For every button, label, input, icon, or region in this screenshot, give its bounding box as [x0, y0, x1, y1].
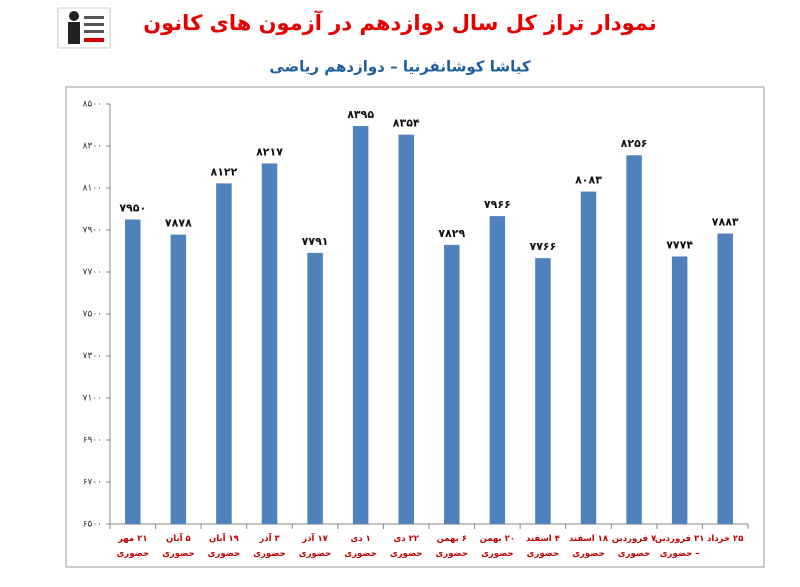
data-label: ۸۳۵۴: [393, 117, 420, 130]
bar: [580, 191, 597, 524]
data-label: ۷۷۶۶: [529, 240, 556, 253]
data-label: ۸۰۸۳: [575, 174, 602, 187]
bar: [626, 155, 642, 525]
data-label: ۸۱۲۲: [210, 165, 237, 178]
x-tick-label: ۳ آذر حضوری: [253, 534, 286, 559]
y-tick-label: ۷۱۰۰: [83, 394, 102, 404]
y-tick-label: ۶۷۰۰: [83, 478, 102, 488]
x-tick-label: ۵ آبان حضوری: [162, 534, 195, 559]
y-tick-label: ۷۷۰۰: [83, 268, 102, 278]
logo: [57, 7, 111, 49]
data-label: ۷۷۹۱: [302, 235, 329, 248]
x-tick-label: ۱۸ اسفند حضوری: [568, 534, 609, 559]
x-tick-label: ۲۱ مهر حضوری: [116, 534, 150, 559]
x-tick-label: ۶ بهمن حضوری: [435, 534, 469, 559]
x-tick-label: ۷ فروردین حضوری: [611, 534, 657, 559]
bar: [489, 216, 506, 524]
y-tick-label: ۷۵۰۰: [83, 310, 102, 320]
x-tick-label: ۳۱ فروردین – حضوری: [654, 534, 705, 559]
chart-frame: [65, 86, 765, 568]
data-label: ۷۹۵۰: [119, 202, 146, 215]
data-label: ۸۲۱۷: [256, 145, 283, 158]
bar: [216, 183, 232, 524]
bar: [125, 219, 141, 524]
y-tick-label: ۸۵۰۰: [83, 100, 102, 110]
data-label: ۷۷۷۴: [666, 238, 693, 251]
x-tick-label: ۱۷ آذر حضوری: [298, 534, 332, 559]
x-tick-label: ۲۵ خرداد: [707, 534, 744, 544]
bar: [671, 256, 688, 524]
data-label: ۷۸۲۹: [438, 227, 465, 240]
data-label: ۸۲۵۶: [621, 137, 648, 150]
bar: [535, 258, 551, 524]
y-tick-label: ۷۳۰۰: [83, 352, 102, 362]
data-label: ۷۹۶۶: [484, 198, 511, 211]
data-label: ۷۸۸۳: [712, 216, 739, 229]
bar: [261, 163, 278, 524]
x-tick-label: ۱ دی حضوری: [344, 534, 377, 559]
bar: [170, 234, 187, 524]
y-tick-label: ۸۱۰۰: [83, 184, 102, 194]
bar: [398, 134, 414, 524]
x-tick-label: ۱۹ آبان حضوری: [207, 534, 241, 559]
bar: [717, 233, 733, 524]
x-tick-label: ۴ اسفند حضوری: [525, 534, 560, 559]
y-tick-label: ۶۹۰۰: [83, 436, 102, 446]
chart-title: نمودار تراز کل سال دوازدهم در آزمون های …: [143, 10, 657, 35]
bar: [444, 244, 460, 524]
x-tick-label: ۲۰ بهمن حضوری: [479, 534, 516, 559]
bar: [307, 252, 323, 524]
chart-subtitle: کیاشا کوشانفرنیا – دوازدهم ریاضی: [269, 58, 530, 76]
y-tick-label: ۸۳۰۰: [83, 142, 102, 152]
data-label: ۷۸۷۸: [165, 217, 192, 230]
bar: [352, 126, 369, 525]
data-label: ۸۳۹۵: [347, 108, 374, 121]
x-tick-label: ۲۲ دی حضوری: [389, 534, 423, 559]
y-tick-label: ۷۹۰۰: [83, 226, 102, 236]
y-tick-label: ۶۵۰۰: [83, 520, 102, 530]
